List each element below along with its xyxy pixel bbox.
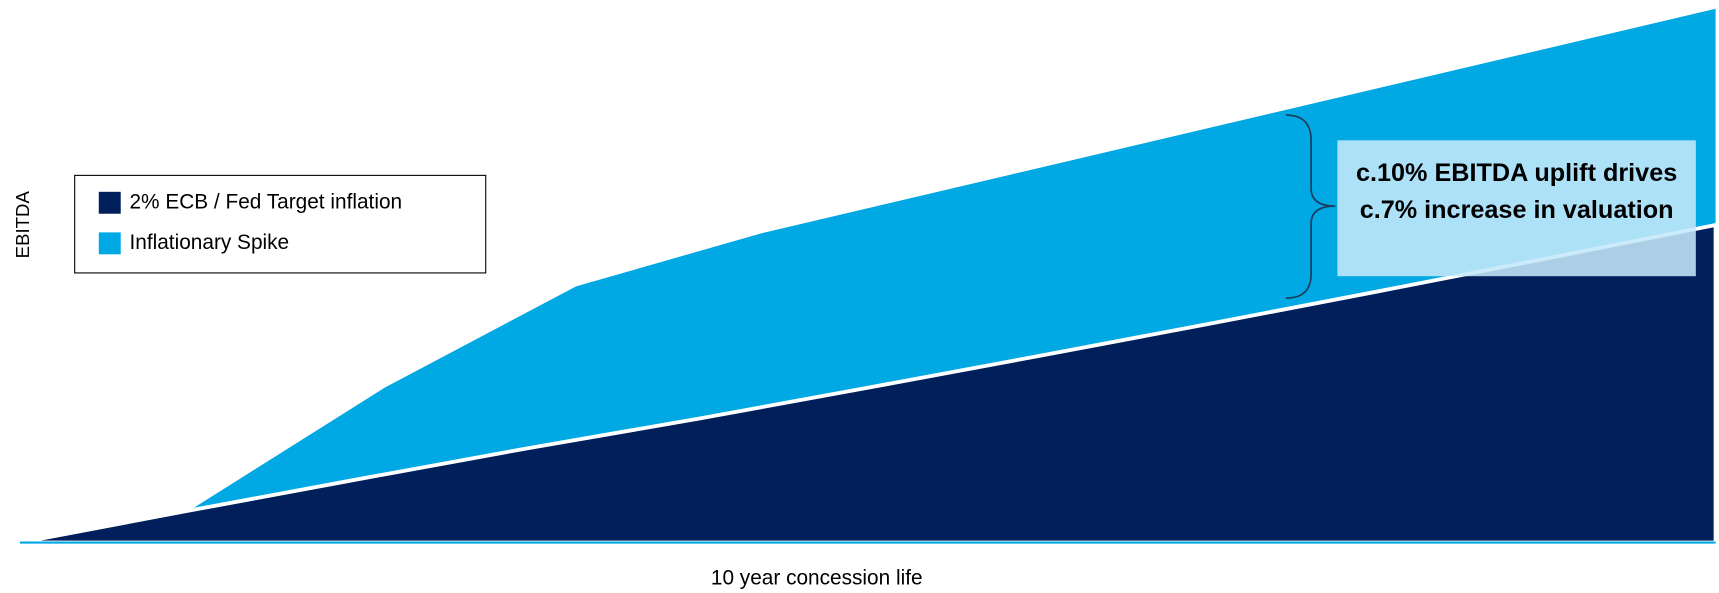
legend-label: Inflationary Spike xyxy=(129,231,289,254)
legend-swatch xyxy=(98,232,121,255)
y-axis-label: EBITDA xyxy=(12,190,33,258)
legend xyxy=(74,174,487,274)
annotation: c.10% EBITDA uplift drives c.7% increase… xyxy=(1355,157,1678,224)
annotation-box xyxy=(1337,140,1696,277)
plot-area xyxy=(17,8,1718,545)
x-axis-label: 10 year concession life xyxy=(711,566,923,589)
brace xyxy=(1285,114,1336,299)
annotation-wrap: c.10% EBITDA uplift drives c.7% increase… xyxy=(1355,157,1678,224)
legend-label: 2% ECB / Fed Target inflation xyxy=(129,190,402,213)
legend-items: 2% ECB / Fed Target inflation Inflationar… xyxy=(98,190,402,255)
legend-swatch xyxy=(98,191,121,214)
area xyxy=(17,223,1718,545)
